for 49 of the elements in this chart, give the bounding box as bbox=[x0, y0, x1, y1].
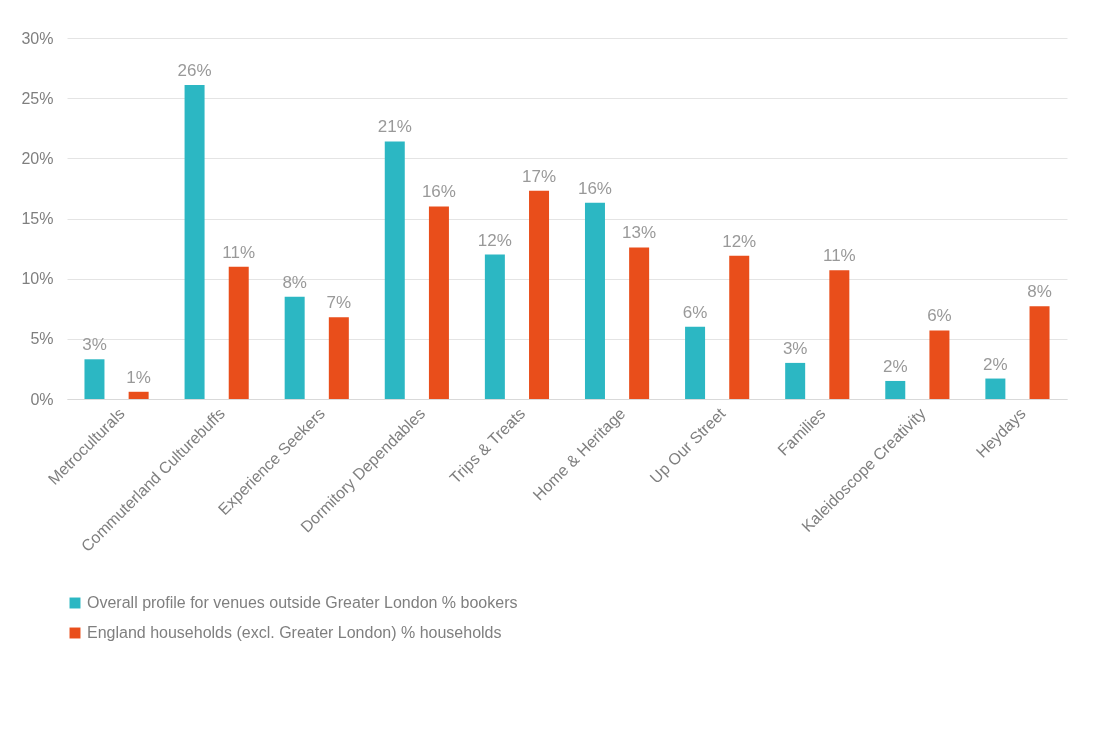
bar bbox=[629, 247, 650, 399]
bar bbox=[529, 190, 550, 399]
data-label: 21% bbox=[377, 117, 412, 137]
bar bbox=[184, 84, 205, 399]
bar bbox=[128, 391, 149, 399]
y-tick-label: 30% bbox=[21, 29, 54, 47]
legend-label: Overall profile for venues outside Greater London % bookers bbox=[87, 594, 518, 611]
y-tick-label: 20% bbox=[21, 149, 54, 167]
data-label: 2% bbox=[983, 354, 1008, 374]
legend-label: England households (excl. Greater London) % households bbox=[87, 624, 502, 641]
bar bbox=[685, 326, 706, 399]
data-label: 3% bbox=[82, 335, 107, 355]
y-tick-label: 5% bbox=[30, 330, 54, 348]
bar bbox=[885, 380, 906, 399]
bar bbox=[584, 202, 605, 399]
data-label: 2% bbox=[882, 356, 908, 376]
data-label: 12% bbox=[722, 231, 757, 251]
data-label: 7% bbox=[326, 293, 352, 313]
bar bbox=[829, 270, 850, 399]
data-label: 3% bbox=[782, 338, 808, 358]
y-tick-label: 25% bbox=[21, 89, 54, 107]
data-label: 16% bbox=[577, 178, 612, 198]
data-label: 13% bbox=[622, 223, 657, 243]
bar bbox=[284, 296, 305, 399]
data-label: 6% bbox=[927, 306, 952, 326]
bar bbox=[1029, 306, 1050, 399]
y-tick-label: 0% bbox=[30, 390, 54, 408]
y-tick-label: 10% bbox=[21, 270, 54, 288]
bar bbox=[484, 254, 505, 399]
data-label: 17% bbox=[522, 166, 557, 186]
bar bbox=[84, 359, 105, 399]
bar bbox=[785, 362, 806, 399]
bar bbox=[228, 266, 249, 399]
data-label: 12% bbox=[477, 230, 512, 250]
data-label: 8% bbox=[1027, 282, 1052, 302]
bar bbox=[729, 255, 750, 399]
data-label: 26% bbox=[177, 60, 212, 80]
data-label: 1% bbox=[126, 367, 151, 387]
y-tick-label: 15% bbox=[21, 210, 54, 227]
data-label: 6% bbox=[682, 302, 708, 322]
data-label: 11% bbox=[822, 246, 856, 266]
bar bbox=[328, 317, 349, 399]
data-label: 11% bbox=[222, 242, 256, 262]
data-label: 16% bbox=[421, 182, 456, 202]
data-label: 8% bbox=[282, 272, 307, 292]
bar bbox=[929, 330, 950, 399]
bar bbox=[384, 141, 405, 399]
bar bbox=[985, 378, 1006, 399]
bar bbox=[428, 206, 449, 399]
